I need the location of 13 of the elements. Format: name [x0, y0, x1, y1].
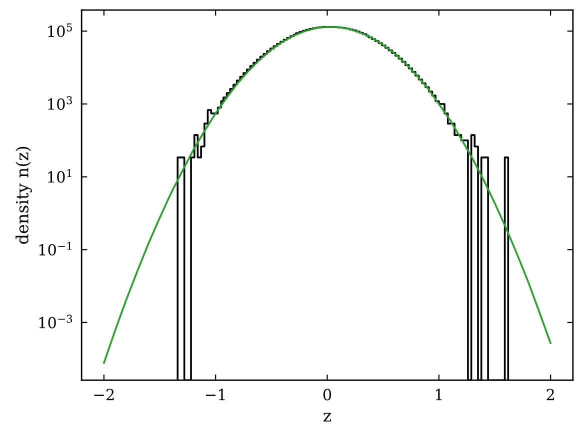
x-tick-label: 2 — [546, 388, 554, 400]
x-tick-label: −1 — [206, 388, 225, 400]
x-tick-label: 0 — [323, 388, 332, 400]
x-tick-label: 1 — [436, 388, 442, 400]
y-tick-label: 10$^{1}$ — [48, 169, 72, 183]
y-tick-label: 10$^{5}$ — [48, 24, 72, 38]
y-tick-label: 10$^{3}$ — [48, 96, 72, 110]
y-tick-label: 10$^{−1}$ — [39, 242, 72, 256]
y-axis-title: density n(z) — [16, 146, 32, 244]
x-axis-title: z — [324, 412, 332, 422]
line-series — [103, 26, 552, 364]
x-tick-label: −2 — [94, 388, 114, 400]
y-tick-label: 10$^{−3}$ — [39, 314, 72, 328]
